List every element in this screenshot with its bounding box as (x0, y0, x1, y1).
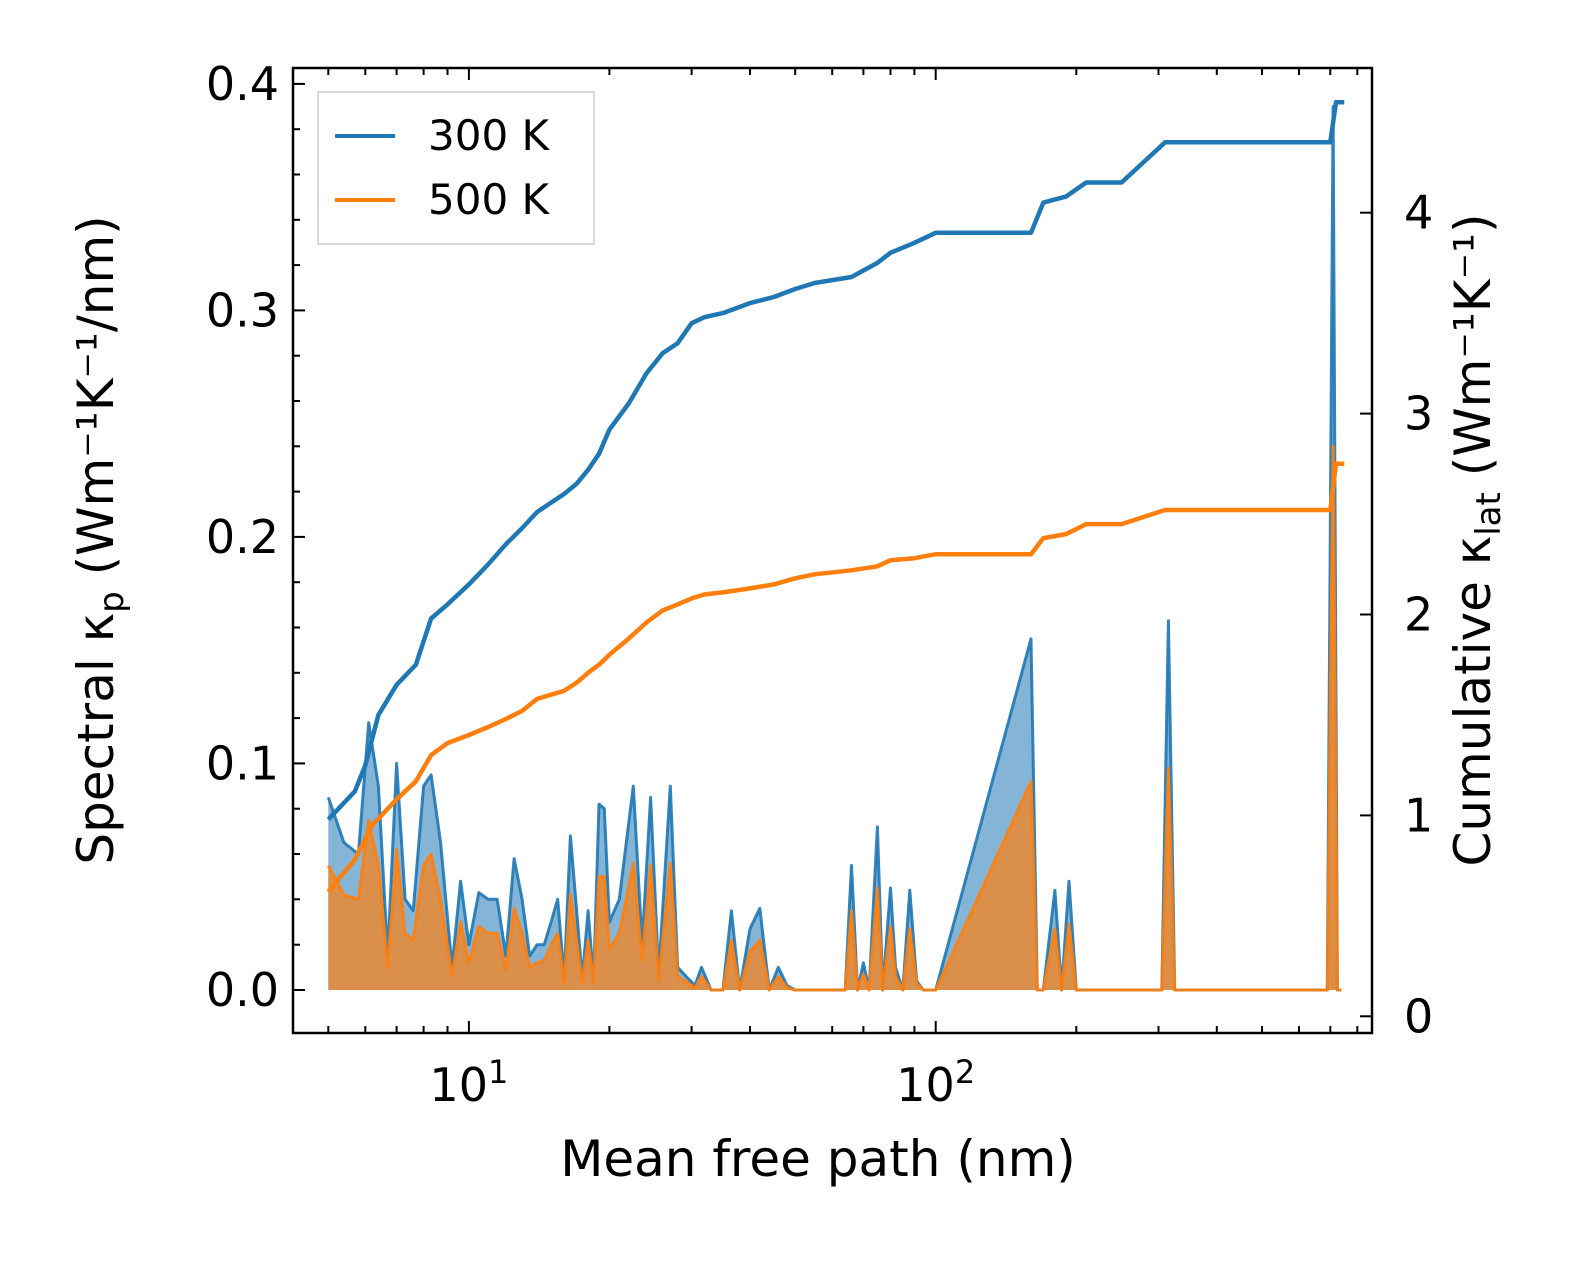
y-right-axis-label: Cumulative κlat (Wm⁻¹K⁻¹) (1444, 213, 1509, 866)
spectral-line-500k (326, 444, 1342, 992)
plot-frame (291, 66, 1374, 1035)
x-tick-exponent: 1 (488, 1053, 508, 1091)
y-right-tick-label: 4 (1404, 186, 1433, 240)
x-tick-base: 10 (896, 1058, 955, 1112)
y-right-label-sub: lat (1469, 492, 1509, 536)
legend-label-300k: 300 K (428, 111, 551, 160)
cumulative-line-500k (326, 461, 1345, 894)
y-right-tick-label: 2 (1404, 587, 1433, 641)
y-right-label-units: (Wm⁻¹K⁻¹) (1444, 213, 1502, 492)
x-tick-label: 101 (429, 1053, 508, 1112)
y-left-axis-label: Spectral κp (Wm⁻¹K⁻¹/nm) (67, 215, 132, 864)
y-left-label-main: Spectral κ (67, 613, 125, 865)
y-left-tick-label: 0.2 (206, 510, 279, 564)
y-right-tick-label: 3 (1404, 387, 1433, 441)
legend-box (317, 91, 595, 245)
x-axis-label: Mean free path (nm) (560, 1130, 1076, 1188)
x-tick-exponent: 2 (955, 1053, 975, 1091)
y-left-label-sub: p (92, 591, 132, 613)
x-tick-base: 10 (429, 1058, 488, 1112)
y-left-tick-label: 0.0 (206, 963, 279, 1017)
y-right-tick-label: 0 (1404, 989, 1433, 1043)
plot-content (326, 99, 1345, 992)
y-right-label-main: Cumulative κ (1444, 536, 1502, 867)
x-tick-label: 102 (896, 1053, 975, 1112)
y-left-tick-label: 0.4 (206, 57, 279, 111)
legend: 300 K 500 K (317, 91, 595, 245)
y-left-tick-label: 0.1 (206, 736, 279, 790)
legend-label-500k: 500 K (428, 175, 551, 224)
cumulative-line-300k (326, 99, 1345, 821)
y-left-tick-label: 0.3 (206, 283, 279, 337)
y-left-label-units: (Wm⁻¹K⁻¹/nm) (67, 215, 125, 591)
spectral-area-500k (328, 446, 1342, 990)
y-right-tick-label: 1 (1404, 788, 1433, 842)
